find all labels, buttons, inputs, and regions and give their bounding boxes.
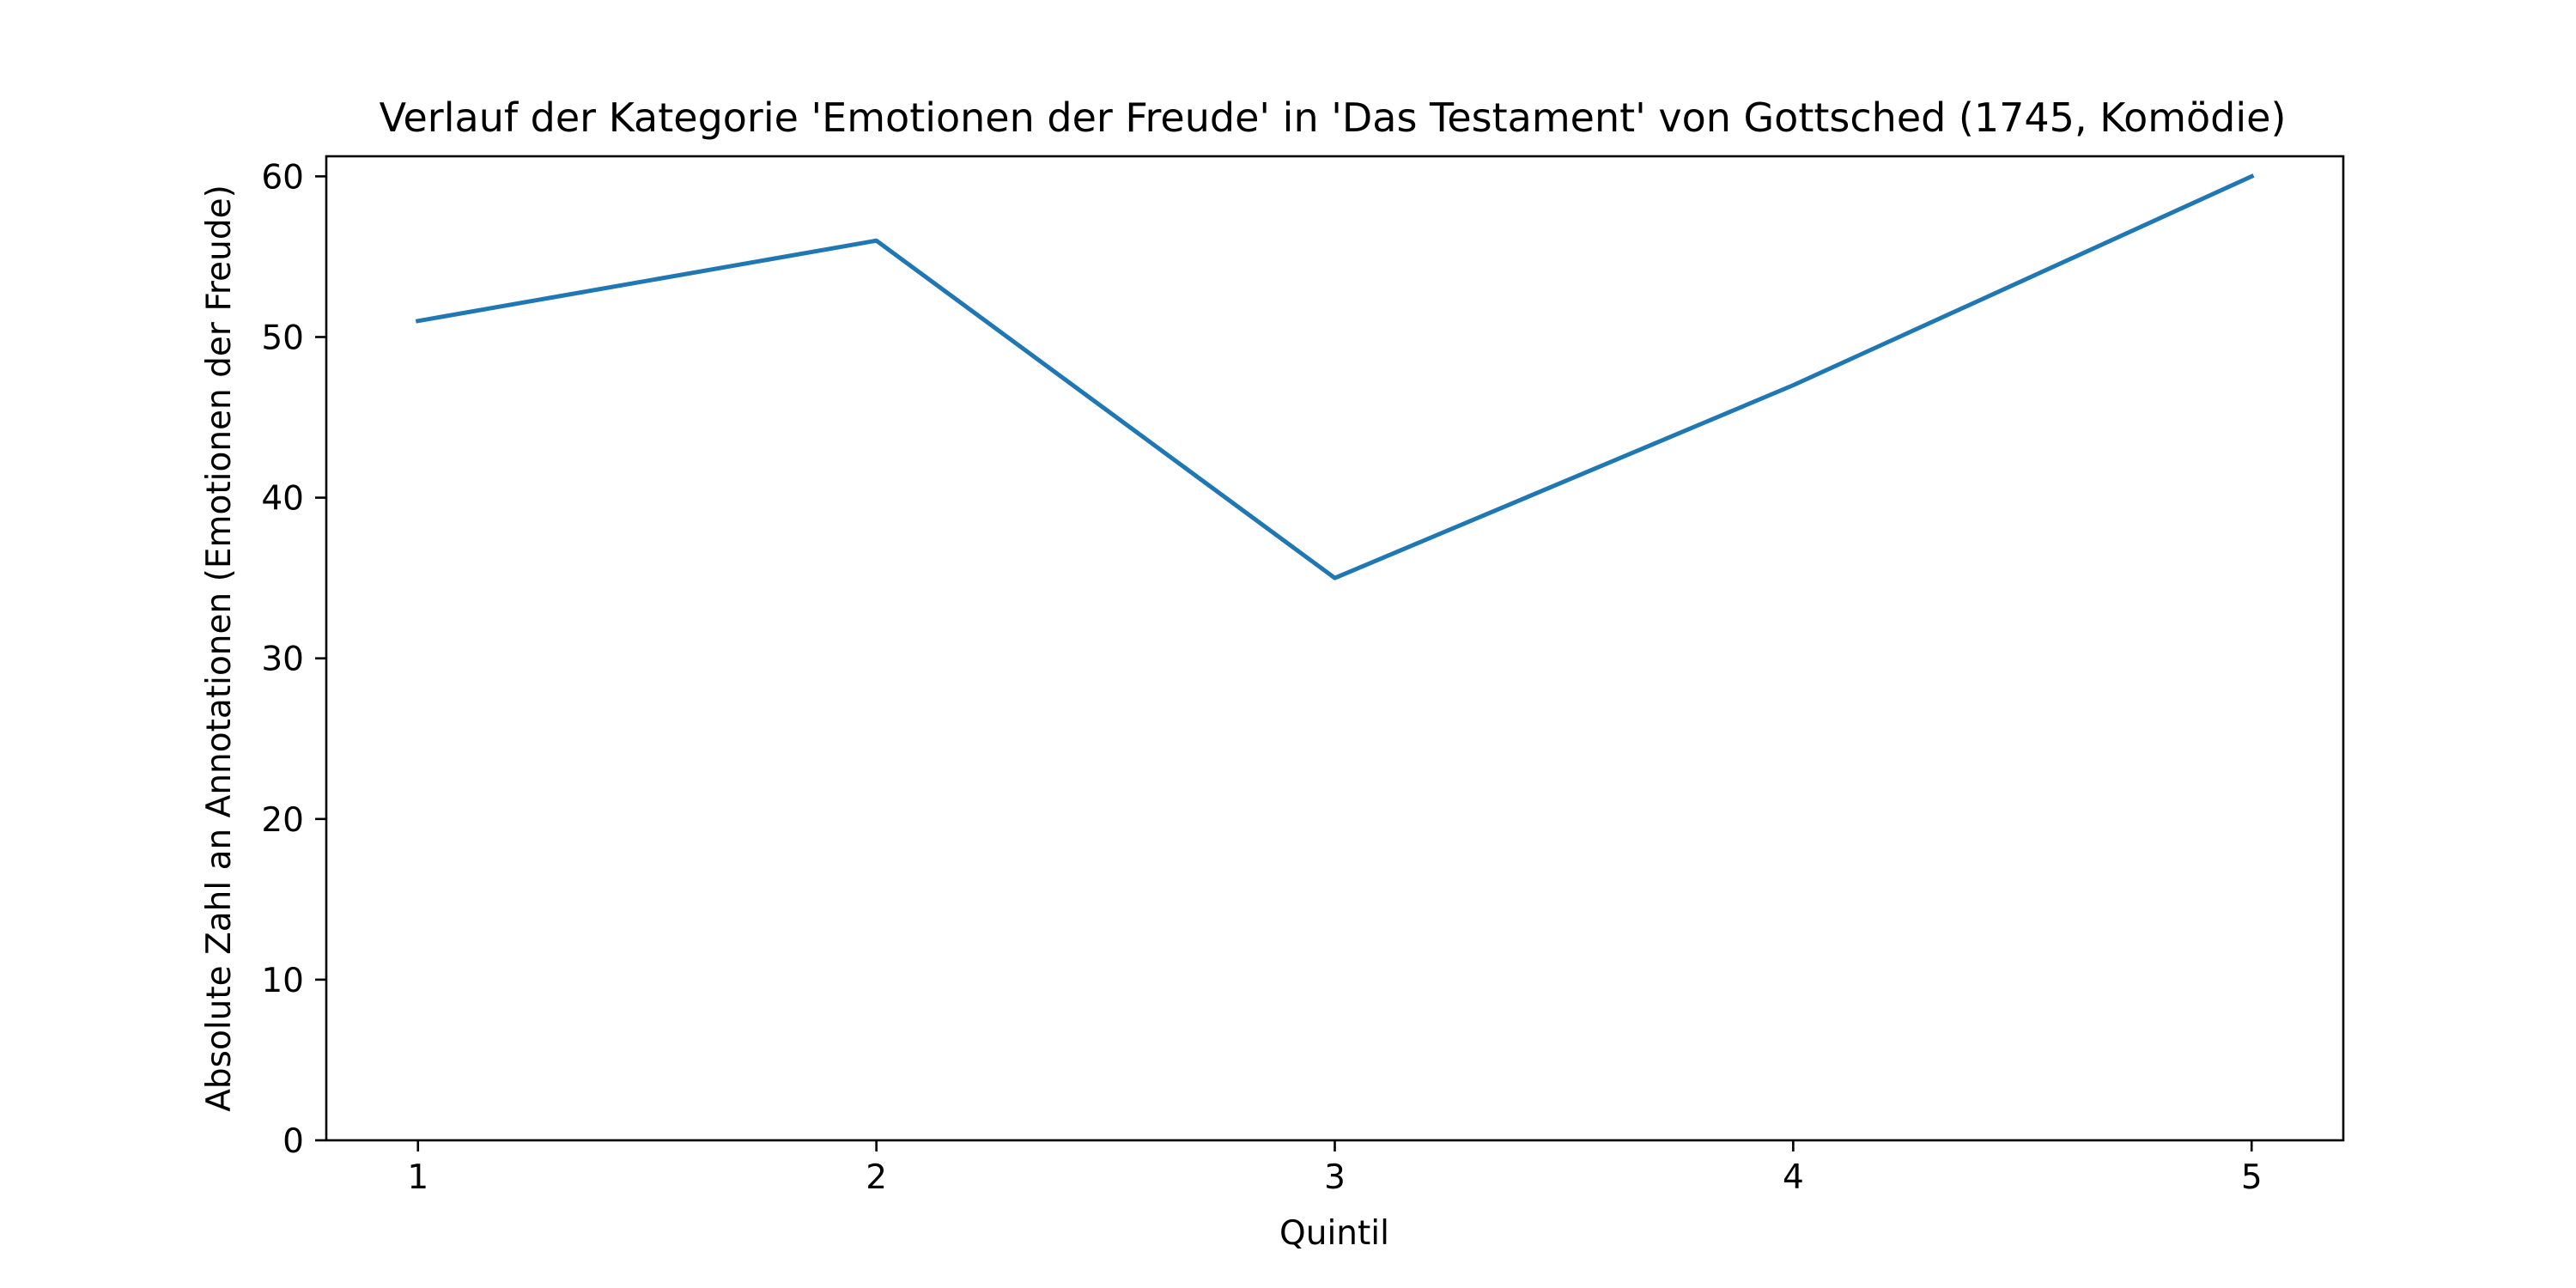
x-tick-label: 2 — [866, 1158, 887, 1197]
plot-area-frame — [325, 155, 2345, 1142]
x-axis-ticks: 1 2 3 4 5 — [407, 1140, 2263, 1197]
y-tick-label: 0 — [283, 1122, 304, 1161]
chart-title: Verlauf der Kategorie 'Emotionen der Fre… — [380, 94, 2287, 141]
y-tick-label: 60 — [261, 158, 304, 197]
x-axis-label: Quintil — [1279, 1214, 1389, 1253]
y-axis-label: Absolute Zahl an Annotationen (Emotionen… — [200, 185, 239, 1112]
x-tick-label: 4 — [1783, 1158, 1804, 1197]
y-tick-label: 10 — [261, 962, 304, 1000]
y-tick-label: 20 — [261, 801, 304, 840]
y-tick-label: 40 — [261, 480, 304, 519]
x-tick-label: 1 — [407, 1158, 428, 1197]
x-tick-label: 5 — [2241, 1158, 2263, 1197]
series-layer — [415, 173, 2255, 580]
x-tick-label: 3 — [1324, 1158, 1346, 1197]
y-axis-ticks: 0 10 20 30 40 50 60 — [261, 158, 326, 1161]
y-tick-label: 50 — [261, 319, 304, 357]
series-line — [415, 173, 2255, 580]
y-tick-label: 30 — [261, 641, 304, 679]
